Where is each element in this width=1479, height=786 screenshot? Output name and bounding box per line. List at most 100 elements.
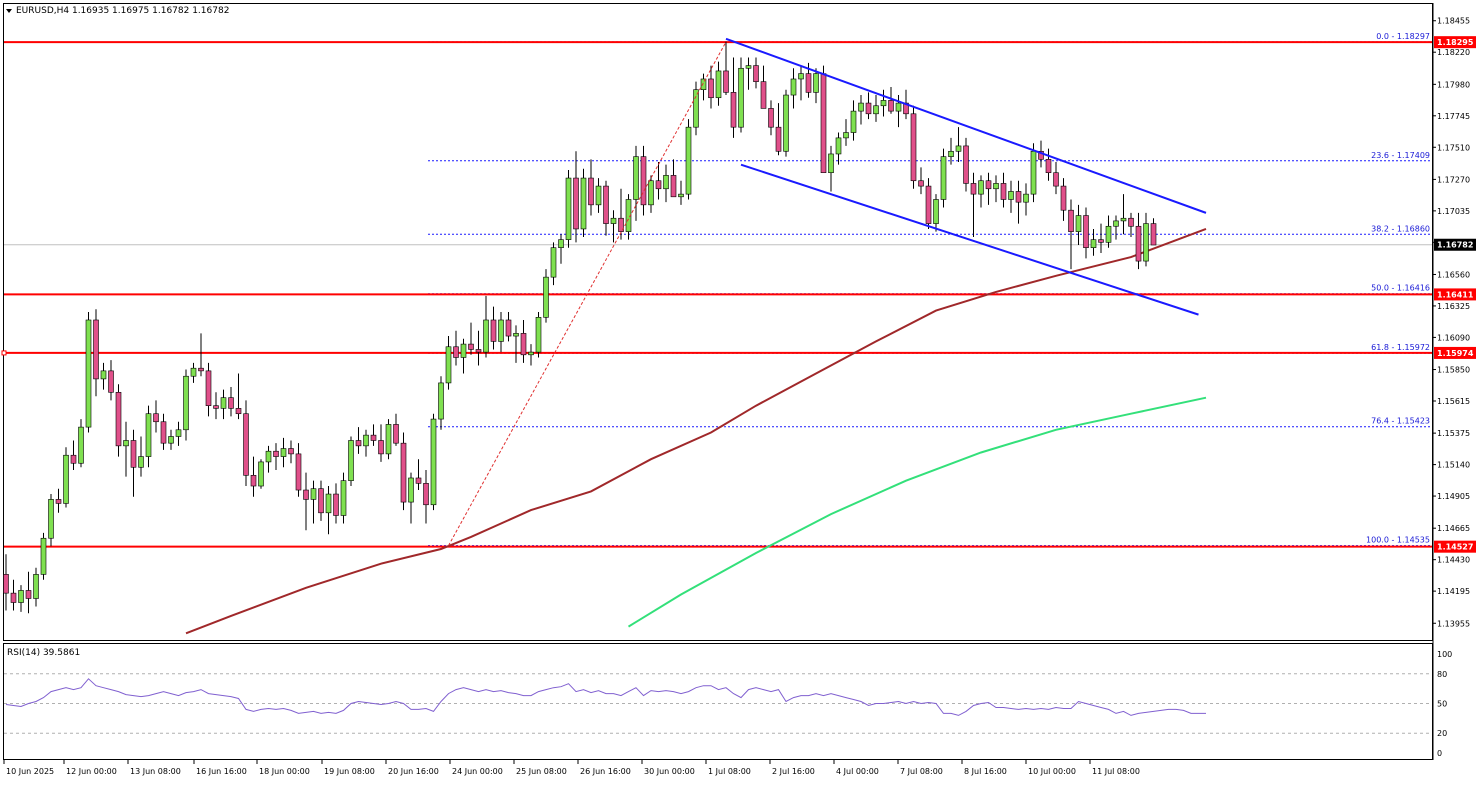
candle-body-up [940, 156, 947, 200]
candle [33, 567, 39, 607]
candle [1060, 178, 1067, 221]
candle-body-down [378, 440, 384, 455]
candle-body-down [910, 113, 917, 182]
candle-body-down [820, 73, 827, 174]
candle-body-up [1105, 225, 1112, 243]
candle [640, 145, 647, 216]
candle-body-down [573, 177, 579, 230]
candle-body-down [370, 434, 377, 441]
candle-body-down [453, 346, 459, 358]
candle [1098, 223, 1104, 254]
candle-body-down [768, 108, 774, 128]
x-tick-label: 10 Jun 2025 [6, 767, 54, 776]
candle-body-up [168, 436, 174, 444]
candle-body-up [955, 145, 962, 152]
candle [1030, 143, 1037, 203]
candle [858, 95, 864, 125]
candle-body-down [393, 424, 399, 444]
candle-body-down [213, 405, 219, 409]
x-tick-label: 12 Jun 00:00 [66, 767, 117, 776]
candle [535, 311, 542, 358]
fib-level-label: 61.8 - 1.15972 [1371, 343, 1430, 352]
candle-body-up [648, 180, 654, 206]
candle-body-up [790, 78, 797, 96]
collapse-triangle-icon[interactable] [6, 9, 12, 13]
candle-body-up [580, 177, 587, 230]
y-tick-label: 1.14430 [1437, 556, 1470, 565]
candle-body-up [483, 319, 489, 353]
candle [288, 440, 294, 464]
candle-body-up [700, 78, 707, 90]
candle [445, 336, 452, 390]
candle [1053, 161, 1059, 195]
candle-body-up [828, 153, 834, 174]
candle-body-down [355, 440, 362, 447]
candle-body-down [618, 217, 624, 232]
candle [385, 419, 392, 460]
candle-body-down [1068, 209, 1074, 232]
candle-body-up [880, 100, 887, 107]
x-tick-label: 24 Jun 00:00 [452, 767, 503, 776]
rsi-title: RSI(14) 39.5861 [7, 648, 80, 658]
candle [753, 57, 759, 89]
candle-body-up [325, 493, 332, 514]
candle [325, 486, 332, 535]
candle-body-down [520, 333, 527, 356]
x-tick-label: 11 Jul 08:00 [1092, 767, 1140, 776]
candle [490, 306, 497, 350]
candle-body-up [610, 217, 617, 224]
candle [798, 65, 804, 101]
candle-body-down [505, 319, 512, 337]
level-price-tag: 1.16411 [1437, 290, 1474, 299]
candle-body-up [1120, 217, 1127, 222]
candle-body-down [55, 499, 62, 504]
candle [483, 295, 489, 358]
x-tick-label: 1 Jul 08:00 [708, 767, 751, 776]
candle-body-up [85, 319, 92, 428]
candle [655, 161, 662, 200]
candle [93, 309, 99, 397]
candle-body-down [423, 483, 429, 506]
candle [213, 392, 219, 420]
rsi-y-tick-label: 20 [1437, 729, 1447, 738]
candle [408, 472, 414, 524]
candle-body-down [295, 453, 302, 491]
candle-body-up [408, 477, 414, 503]
candle [250, 456, 257, 497]
candle-body-down [925, 185, 932, 224]
candle-body-up [1008, 191, 1014, 200]
candle-body-down [918, 180, 924, 187]
candle [168, 429, 174, 450]
candle-body-up [1030, 150, 1037, 195]
candle-body-down [1038, 150, 1044, 160]
x-tick-label: 13 Jun 08:00 [130, 767, 181, 776]
candle-body-down [805, 73, 812, 93]
candle-body-up [513, 333, 519, 337]
candle [78, 419, 84, 468]
candle-body-down [865, 102, 872, 115]
candle-body-down [415, 477, 422, 484]
candle [1023, 183, 1029, 216]
x-tick-label: 25 Jun 08:00 [516, 767, 567, 776]
y-tick-label: 1.15615 [1437, 397, 1470, 406]
rsi-plot-frame [3, 643, 1433, 760]
y-tick-label: 1.14905 [1437, 492, 1470, 501]
candle [813, 68, 819, 104]
candle [1150, 218, 1157, 246]
candle-body-up [310, 488, 317, 500]
candle [670, 159, 677, 198]
candle [115, 384, 122, 457]
candle [790, 68, 797, 109]
candle [3, 554, 9, 611]
candle-body-up [798, 73, 804, 80]
candle [145, 405, 152, 468]
candle-body-up [595, 185, 602, 206]
candle-body-up [190, 367, 197, 377]
candle-body-down [198, 367, 204, 372]
candle [1113, 215, 1119, 240]
candle [273, 443, 279, 470]
fib-level-label: 76.4 - 1.15423 [1371, 417, 1430, 426]
candle-body-up [183, 375, 189, 431]
